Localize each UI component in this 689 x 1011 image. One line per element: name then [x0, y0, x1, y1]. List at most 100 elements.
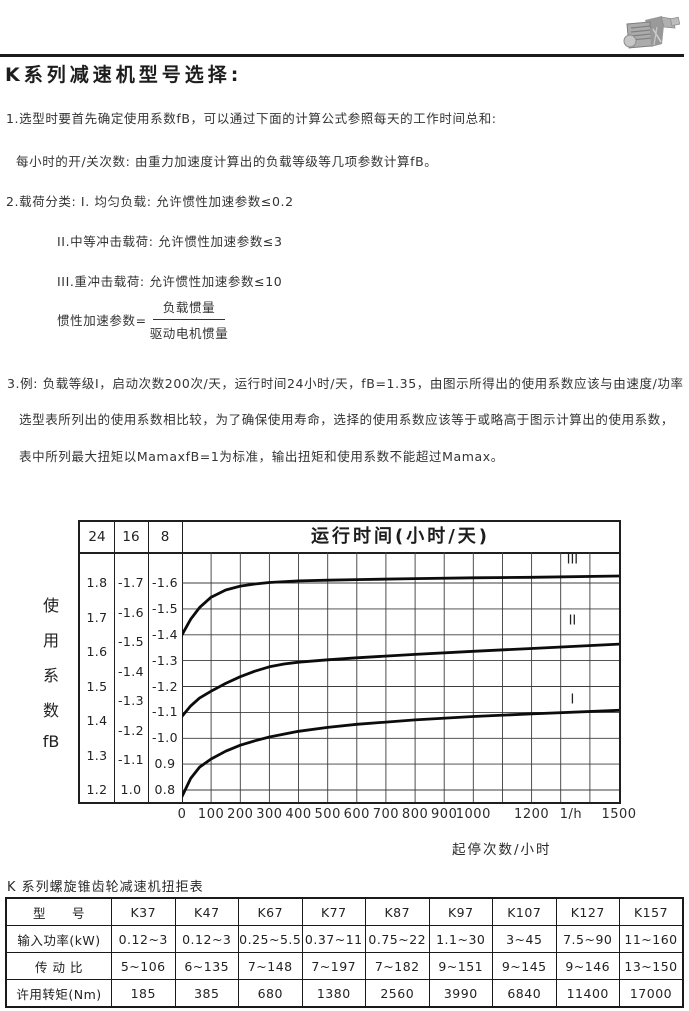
- formula-fraction: 负载惯量 驱动电机惯量: [150, 297, 229, 342]
- row-label-cell: 输入功率(kW): [5, 925, 112, 953]
- plot-left-edge: [181, 522, 183, 802]
- x-tick-100: 100: [197, 807, 225, 822]
- y-tick: -1.5: [152, 600, 178, 616]
- x-tick-300: 300: [256, 807, 283, 822]
- y-tick: -1.1: [118, 752, 144, 768]
- load-class-line-1: 2.载荷分类: I. 均匀负载: 允许惯性加速参数≤0.2: [6, 194, 294, 209]
- y-scale-divider-1: [113, 522, 115, 802]
- x-tick-1/h: 1/h: [559, 807, 583, 822]
- model-header-cell: K77: [301, 897, 366, 926]
- y-tick: -1.0: [152, 730, 178, 746]
- model-header-cell: K87: [365, 897, 430, 926]
- formula-denominator: 驱动电机惯量: [149, 326, 229, 341]
- chart-header-underline: [80, 552, 619, 554]
- y-tick: -1.3: [118, 693, 144, 709]
- table-cell: 0.12~3: [174, 925, 239, 953]
- x-tick-500: 500: [314, 807, 341, 822]
- load-class-line-3: III.重冲击载荷: 允许惯性加速参数≤10: [57, 274, 283, 289]
- y-scale-header-8: 8: [160, 529, 170, 545]
- x-tick-400: 400: [285, 807, 312, 822]
- y-tick: 0.8: [154, 782, 176, 797]
- table-cell: 13~150: [619, 952, 684, 980]
- table-cell: 680: [238, 979, 303, 1008]
- table-cell: 0.75~22: [365, 925, 430, 953]
- table-cell: 9~151: [428, 952, 493, 980]
- y-tick: -1.5: [118, 634, 144, 650]
- table-cell: 7~148: [238, 952, 303, 980]
- row-label-cell: 传 动 比: [5, 952, 112, 980]
- gearbox-product-photo: [617, 12, 683, 56]
- table-cell: 9~145: [492, 952, 557, 980]
- y-tick: -1.3: [152, 652, 178, 668]
- gearbox-photo-drawing: [623, 16, 681, 49]
- example-line-3: 表中所列最大扭矩以MamaxfB=1为标准，输出扭矩和使用系数不能超过Mamax…: [19, 449, 504, 464]
- inertia-formula: 惯性加速参数= 负载惯量 驱动电机惯量: [57, 297, 228, 342]
- curve-I: [182, 708, 619, 798]
- y-axis-label: 使用系数 fB: [37, 592, 65, 751]
- formula-lhs: 惯性加速参数=: [57, 313, 147, 328]
- x-tick-1500: 1500: [601, 807, 637, 822]
- row-label-cell: 许用转矩(Nm): [5, 979, 112, 1008]
- torque-table-title: K 系列螺旋锥齿轮减速机扭拒表: [7, 880, 204, 895]
- table-cell: 185: [111, 979, 176, 1008]
- y-scale-divider-2: [147, 522, 149, 802]
- header-rule: [0, 54, 684, 57]
- example-line-2: 选型表所列出的使用系数相比较，为了确保使用寿命，选择的使用系数应该等于或略高于图…: [19, 412, 675, 427]
- table-cell: 6~135: [174, 952, 239, 980]
- curve-III: [182, 574, 619, 637]
- table-cell: 9~146: [555, 952, 620, 980]
- x-tick-800: 800: [401, 807, 429, 822]
- table-cell: 1380: [301, 979, 366, 1008]
- curve-label-I: I: [570, 692, 574, 707]
- y-tick: 1.3: [86, 747, 108, 763]
- instruction-line-2: 每小时的开/关次数: 由重力加速度计算出的负载等级等几项参数计算fB。: [16, 154, 438, 169]
- table-cell: 0.37~11: [301, 925, 366, 953]
- table-cell: 1.1~30: [428, 925, 493, 953]
- y-tick: 1.4: [86, 713, 108, 728]
- y-scale-header-24: 24: [88, 529, 106, 545]
- x-tick-600: 600: [343, 807, 370, 822]
- row-label-cell: 型 号: [5, 897, 112, 926]
- table-cell: 5~106: [111, 952, 176, 980]
- x-tick-700: 700: [372, 807, 400, 822]
- y-axis-label-char: 使: [42, 596, 59, 615]
- formula-numerator: 负载惯量: [152, 297, 226, 320]
- model-header-cell: K67: [238, 897, 303, 926]
- x-tick-0: 0: [177, 807, 187, 822]
- table-row: 许用转矩(Nm) 185 385 680 1380 2560 3990 6840 11400 17…: [5, 979, 684, 1008]
- y-tick: -1.2: [152, 678, 178, 694]
- x-axis-tick-labels: 0 100 200 300 400 500 600 700 800 900 1000 1200 1/h 1…: [178, 807, 636, 825]
- table-cell: 385: [174, 979, 239, 1008]
- y-tick: -1.2: [118, 722, 144, 738]
- model-header-cell: K157: [619, 897, 684, 926]
- y-tick: -1.6: [152, 575, 178, 590]
- instruction-line-1: 1.选型时要首先确定使用系数fB，可以通过下面的计算公式参照每天的工作时间总和:: [6, 111, 497, 126]
- curve-II: [182, 642, 619, 718]
- model-header-cell: K37: [111, 897, 176, 926]
- y-tick: 1.7: [86, 609, 108, 625]
- y-tick: 1.6: [86, 644, 108, 659]
- x-tick-200: 200: [227, 807, 254, 822]
- x-tick-1000: 1000: [455, 807, 491, 822]
- model-header-cell: K127: [555, 897, 620, 926]
- table-cell: 6840: [492, 979, 557, 1008]
- curve-label-III: III: [567, 553, 579, 568]
- chart-title: 运行时间(小时/天): [310, 526, 491, 547]
- example-line-1: 3.例: 负载等级I，启动次数200次/天，运行时间24小时/天，fB=1.35…: [7, 376, 684, 391]
- y-tick: -1.4: [152, 626, 178, 642]
- table-cell: 3990: [428, 979, 493, 1008]
- table-cell: 0.12~3: [111, 925, 176, 953]
- table-row: 传 动 比 5~106 6~135 7~148 7~197 7~182 9~151 9~145…: [5, 952, 684, 980]
- table-cell: 3~45: [492, 925, 557, 953]
- y-tick: -1.6: [118, 604, 144, 620]
- y-scale-header-16: 16: [122, 529, 140, 545]
- y-tick: 1.0: [120, 782, 142, 797]
- table-cell: 17000: [619, 979, 684, 1008]
- x-axis-label: 起停次数/小时: [452, 842, 552, 858]
- y-tick: 1.8: [86, 575, 108, 590]
- y-axis-label-char: 用: [42, 631, 59, 650]
- table-cell: 2560: [365, 979, 430, 1008]
- model-header-cell: K107: [492, 897, 557, 926]
